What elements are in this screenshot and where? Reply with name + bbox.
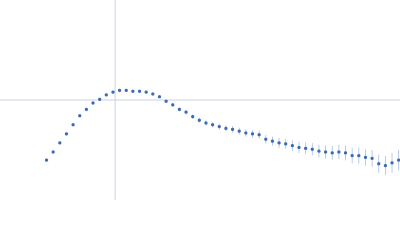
point <box>337 150 341 154</box>
point <box>343 151 348 155</box>
point <box>357 153 361 158</box>
point <box>191 115 195 119</box>
point <box>44 158 49 162</box>
point <box>98 97 102 102</box>
point <box>297 145 301 150</box>
point <box>257 133 261 137</box>
point <box>310 147 314 151</box>
point <box>270 139 275 143</box>
point <box>84 107 88 111</box>
point <box>397 158 400 162</box>
point <box>264 137 268 141</box>
point <box>184 110 188 114</box>
point <box>164 99 168 103</box>
page: {"chart_data": {"type": "scatter", "x": … <box>0 0 400 200</box>
point <box>64 132 69 136</box>
point <box>144 90 148 94</box>
point <box>237 129 241 133</box>
point <box>104 93 108 97</box>
point <box>204 121 208 125</box>
point <box>330 151 334 155</box>
point <box>58 141 62 145</box>
point <box>91 101 95 105</box>
point <box>304 146 308 150</box>
point <box>363 155 368 160</box>
point <box>230 127 235 131</box>
point <box>78 114 82 118</box>
point <box>350 153 354 158</box>
point <box>277 141 281 145</box>
point <box>317 149 321 153</box>
point <box>151 92 155 96</box>
point <box>377 162 381 166</box>
point <box>383 163 387 168</box>
chart <box>0 0 400 200</box>
point <box>118 88 122 92</box>
point <box>197 118 201 122</box>
point <box>284 142 288 146</box>
point <box>111 90 115 94</box>
point <box>177 107 182 111</box>
point <box>51 150 55 154</box>
point <box>290 144 294 148</box>
point <box>217 124 221 129</box>
point <box>244 131 248 135</box>
point <box>370 156 374 160</box>
point <box>390 161 394 165</box>
point <box>137 89 142 93</box>
point <box>131 89 135 93</box>
point <box>323 150 328 154</box>
point <box>211 123 215 127</box>
point <box>71 123 75 127</box>
point <box>157 95 162 99</box>
point <box>250 132 255 136</box>
point <box>124 88 128 92</box>
point <box>171 103 175 107</box>
point <box>224 126 228 131</box>
